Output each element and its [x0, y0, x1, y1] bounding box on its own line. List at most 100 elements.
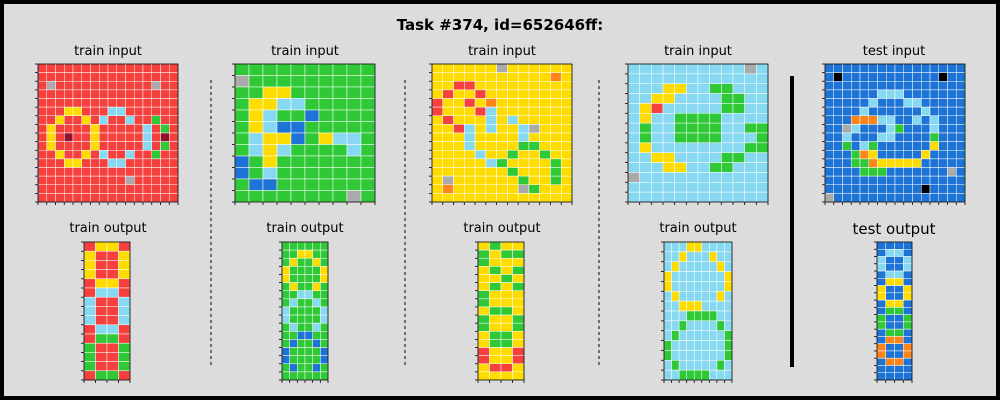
grid-cell: [304, 266, 313, 275]
grid-cell: [46, 158, 56, 168]
grid-cell: [859, 132, 869, 142]
grid-cell: [929, 124, 939, 134]
grid-cell: [859, 106, 869, 116]
grid-cell: [929, 89, 939, 99]
grid-cell: [318, 98, 334, 111]
grid-cell: [142, 193, 152, 203]
grid-cell: [929, 141, 939, 151]
grid-cell: [921, 167, 931, 177]
grid-cell: [876, 357, 886, 366]
grid-cell: [842, 72, 852, 82]
grid-cell: [697, 113, 710, 124]
grid-cell: [876, 314, 886, 323]
grid-cell: [304, 75, 320, 88]
grid-cell: [877, 132, 887, 142]
grid-cell: [868, 89, 878, 99]
grid-cell: [169, 132, 179, 142]
grid-cell: [276, 167, 292, 180]
grid-cell: [539, 175, 551, 185]
grid-cell: [716, 369, 725, 381]
grid-cell: [304, 190, 320, 203]
grid-cell: [894, 132, 904, 142]
grid-cell: [37, 167, 47, 177]
grid-cell: [320, 331, 329, 340]
grid-cell: [894, 175, 904, 185]
grid-cell: [824, 150, 834, 160]
grid-cell: [125, 184, 135, 194]
grid-cell: [431, 150, 444, 160]
grid-cell: [489, 306, 502, 316]
grid-cell: [489, 290, 502, 300]
grid-cell: [732, 103, 745, 114]
grid-cell: [81, 89, 91, 99]
grid-cell: [118, 352, 131, 362]
grid-cell: [539, 115, 551, 125]
grid-cell: [851, 72, 861, 82]
grid-cell: [756, 182, 769, 193]
grid-cell: [90, 72, 100, 82]
grid-cell: [134, 132, 144, 142]
grid-cell: [903, 299, 913, 308]
grid-cell: [360, 155, 376, 168]
grid-cell: [281, 241, 290, 251]
grid-cell: [160, 167, 170, 177]
grid-cell: [912, 72, 922, 82]
grid-cell: [248, 190, 264, 203]
grid-cell: [55, 132, 65, 142]
grid-cell: [151, 132, 161, 142]
grid-cell: [693, 310, 703, 322]
grid-cell: [678, 350, 687, 361]
grid-cell: [824, 175, 834, 185]
grid-cell: [37, 132, 47, 142]
grid-cell: [442, 141, 454, 151]
grid-border: [824, 63, 966, 203]
grid-cell: [894, 167, 904, 177]
grid-cell: [500, 266, 513, 275]
grid-cell: [64, 193, 74, 203]
grid-cell: [95, 342, 108, 353]
grid-cell: [894, 350, 904, 359]
grid-cell: [876, 299, 886, 308]
grid-cell: [956, 89, 966, 99]
grid-cell: [125, 106, 135, 116]
grid-cell: [756, 142, 769, 153]
grid-cell: [95, 306, 108, 316]
grid-cell: [464, 193, 476, 203]
grid-cell: [81, 132, 91, 142]
grid-cell: [709, 281, 718, 292]
grid-cell: [662, 162, 675, 173]
grid-cell: [169, 193, 179, 203]
grid-cell: [639, 162, 652, 173]
grid-cell: [320, 371, 329, 381]
grid-cell: [477, 331, 490, 340]
grid-cell: [663, 350, 672, 361]
grid-cell: [297, 266, 306, 275]
grid-cell: [686, 251, 695, 262]
grid-cell: [663, 241, 672, 253]
grid-cell: [262, 144, 278, 157]
grid-cell: [921, 63, 931, 73]
grid-cell: [118, 287, 131, 298]
grid-cell: [651, 182, 664, 193]
grid-cell: [312, 282, 321, 291]
grid-cell: [528, 81, 540, 91]
grid-cell: [106, 315, 119, 326]
grid-cell: [701, 320, 710, 331]
grid-cell: [528, 141, 540, 151]
grid-cell: [106, 306, 119, 316]
grid-cell: [297, 355, 306, 365]
grid-cell: [744, 162, 757, 173]
grid-cell: [697, 152, 710, 163]
grid-cell: [500, 257, 513, 267]
grid-cell: [90, 115, 100, 125]
grid-cell: [716, 261, 725, 272]
grid-cell: [716, 251, 725, 262]
grid-cell: [686, 63, 699, 75]
grid-cell: [724, 369, 733, 381]
grid-cell: [903, 106, 913, 116]
grid-cell: [81, 72, 91, 82]
grid-cell: [894, 184, 904, 194]
grid-cell: [83, 370, 96, 381]
grid-cell: [903, 278, 913, 286]
grid-cell: [651, 103, 664, 114]
